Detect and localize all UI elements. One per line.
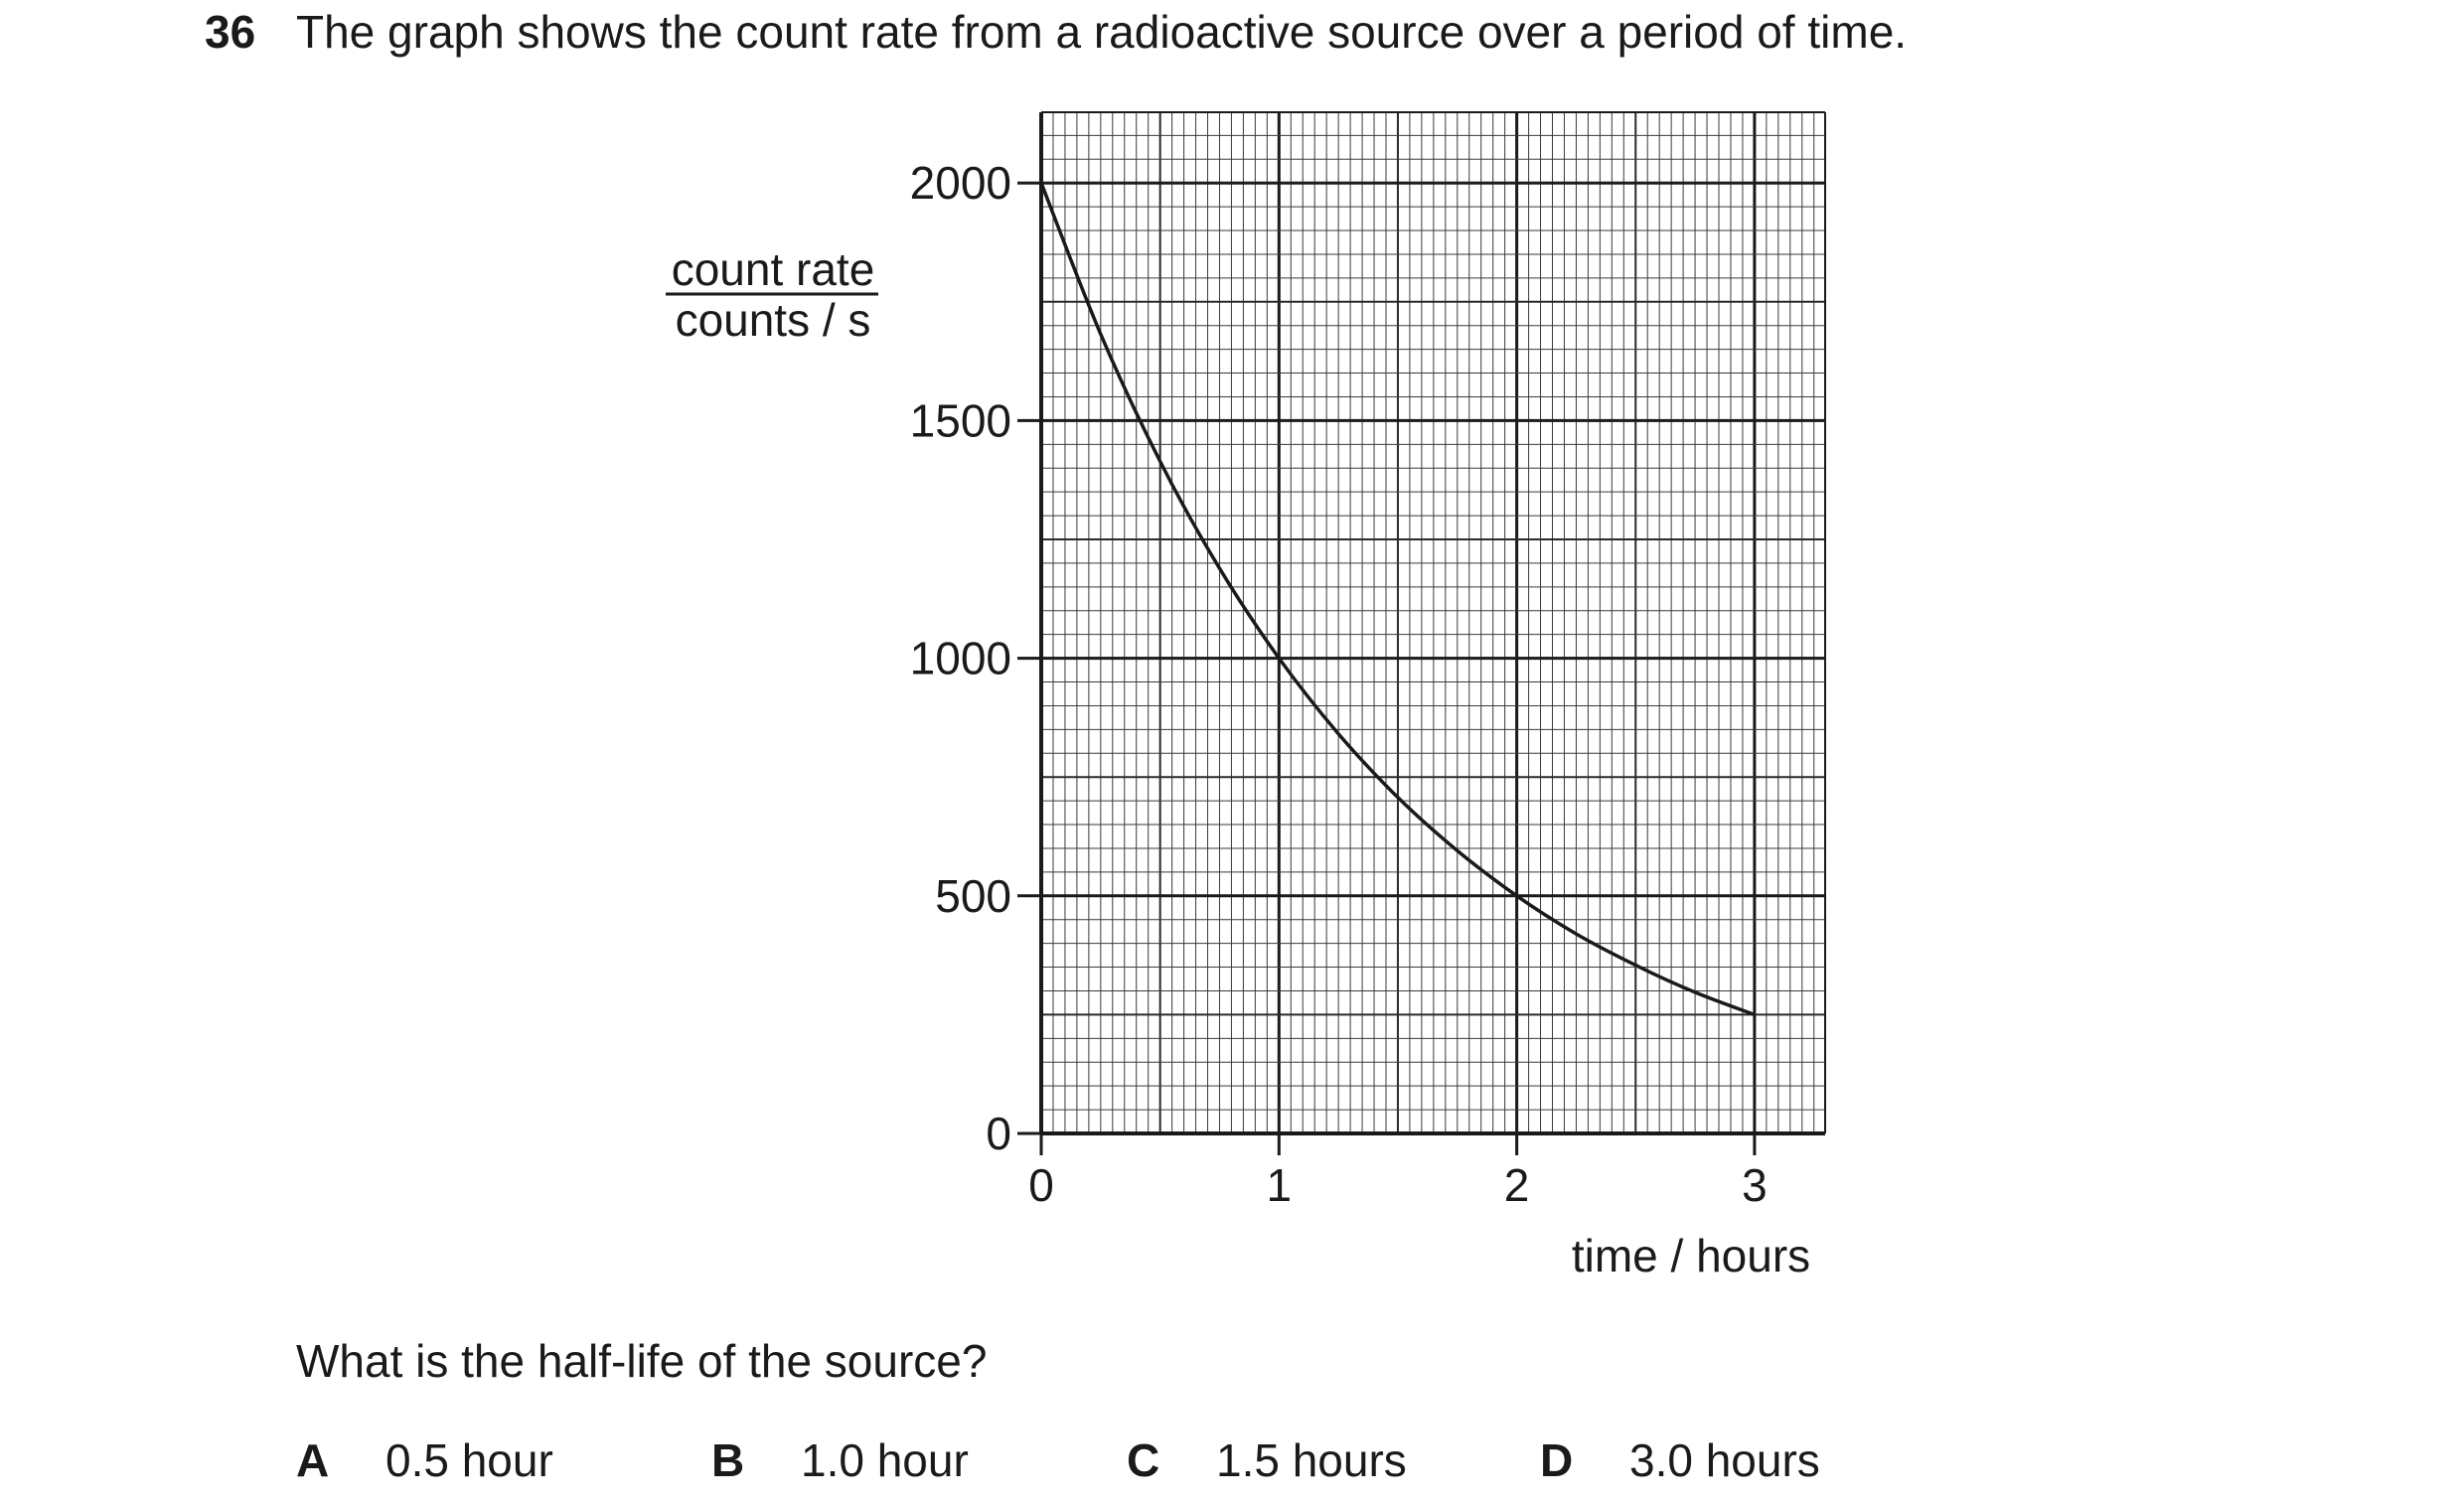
x-tick-label: 1 bbox=[1267, 1159, 1293, 1211]
option-letter: A bbox=[296, 1434, 330, 1486]
x-tick-label: 2 bbox=[1504, 1159, 1530, 1211]
question-prompt: What is the half-life of the source? bbox=[296, 1335, 988, 1387]
decay-curve-line bbox=[1039, 182, 1756, 1017]
option-letter: C bbox=[1127, 1434, 1160, 1486]
y-tick-label: 2000 bbox=[910, 157, 1011, 209]
option-text: 1.0 hour bbox=[801, 1434, 969, 1486]
y-tick-label: 0 bbox=[986, 1108, 1011, 1159]
graph-axes bbox=[1017, 112, 1825, 1155]
y-axis-label-quantity: count rate bbox=[672, 243, 875, 295]
y-tick-label: 500 bbox=[935, 870, 1011, 922]
x-tick-label: 0 bbox=[1028, 1159, 1054, 1211]
option-text: 0.5 hour bbox=[385, 1434, 553, 1486]
y-tick-label: 1000 bbox=[910, 633, 1011, 684]
option-d[interactable]: D 3.0 hours bbox=[1540, 1432, 1820, 1488]
option-letter: B bbox=[711, 1434, 745, 1486]
graph-grid bbox=[1039, 111, 1826, 1135]
decay-curve bbox=[1039, 182, 1756, 1017]
question-stem: The graph shows the count rate from a ra… bbox=[296, 6, 1908, 58]
option-c[interactable]: C 1.5 hours bbox=[1127, 1432, 1407, 1488]
option-b[interactable]: B 1.0 hour bbox=[711, 1432, 969, 1488]
option-letter: D bbox=[1540, 1434, 1574, 1486]
x-tick-label: 3 bbox=[1742, 1159, 1768, 1211]
option-text: 3.0 hours bbox=[1629, 1434, 1820, 1486]
y-tick-label: 1500 bbox=[910, 394, 1011, 446]
option-text: 1.5 hours bbox=[1216, 1434, 1407, 1486]
question-number: 36 bbox=[205, 6, 256, 58]
y-axis-label-unit: counts / s bbox=[676, 294, 871, 346]
option-a[interactable]: A 0.5 hour bbox=[296, 1432, 553, 1488]
x-axis-label: time / hours bbox=[1572, 1230, 1810, 1281]
